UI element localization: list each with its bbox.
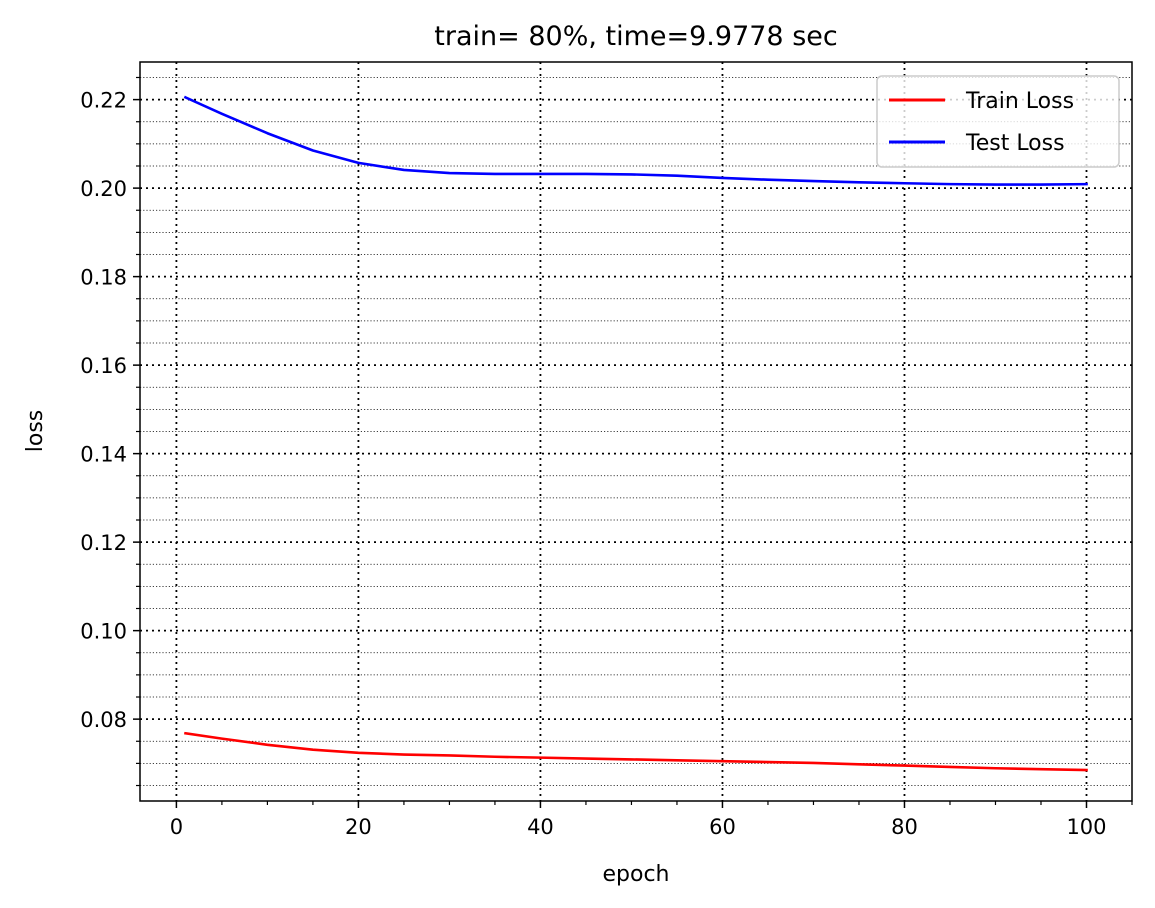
y-tick-label: 0.14 [80, 443, 127, 467]
legend-test-label: Test Loss [965, 131, 1065, 156]
y-tick-label: 0.16 [80, 354, 127, 378]
y-axis-label: loss [23, 410, 48, 453]
axis-ticks [133, 76, 1133, 808]
x-tick-label: 40 [527, 815, 554, 839]
test-loss-line [183, 95, 1088, 186]
legend-train-label: Train Loss [965, 89, 1074, 114]
x-tick-label: 20 [345, 815, 372, 839]
series-lines [183, 95, 1088, 772]
chart-title: train= 80%, time=9.9778 sec [434, 21, 837, 52]
x-tick-label: 100 [1066, 815, 1106, 839]
x-axis-label: epoch [603, 862, 670, 887]
y-tick-label: 0.22 [80, 89, 127, 113]
tick-labels: 0 20 40 60 80 100 0.08 0.10 0.12 0.14 0.16 0.18 0.20… [80, 89, 1106, 839]
legend: Train Loss Test Loss [876, 75, 1120, 168]
y-tick-label: 0.20 [80, 177, 127, 201]
y-tick-label: 0.12 [80, 531, 127, 555]
y-tick-label: 0.10 [80, 620, 127, 644]
y-tick-label: 0.08 [80, 708, 127, 732]
y-tick-label: 0.18 [80, 266, 127, 290]
x-tick-label: 0 [170, 815, 183, 839]
train-loss-line [184, 731, 1088, 772]
x-tick-label: 60 [709, 815, 736, 839]
x-tick-label: 80 [891, 815, 918, 839]
